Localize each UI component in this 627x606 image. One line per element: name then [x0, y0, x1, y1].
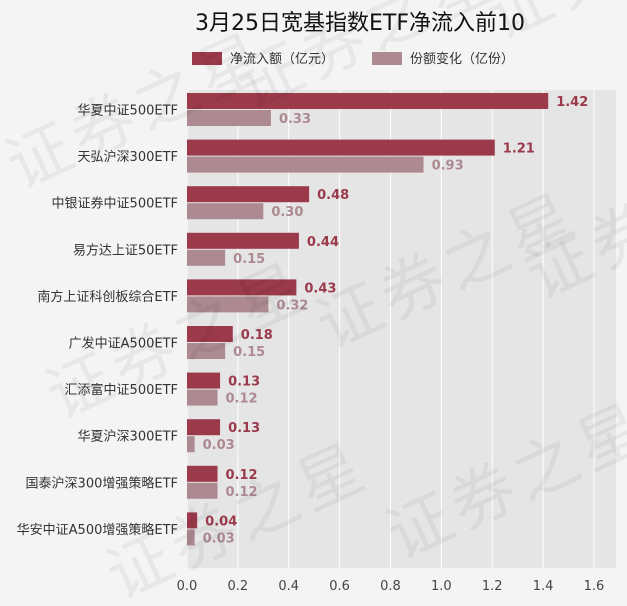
bar-share-change: [187, 156, 424, 173]
data-label-share-change: 0.12: [226, 392, 258, 407]
data-label-net-inflow: 0.04: [205, 514, 237, 529]
data-label-share-change: 0.93: [432, 159, 464, 174]
x-tick-label: 1.0: [431, 579, 452, 594]
bar-net-inflow: [187, 93, 549, 109]
bar-net-inflow: [187, 512, 198, 529]
bar-net-inflow: [187, 326, 233, 342]
bars: [187, 93, 549, 546]
category-label: 中银证券中证500ETF: [52, 196, 178, 212]
data-label-share-change: 0.30: [271, 205, 303, 220]
x-tick-label: 0.4: [278, 579, 299, 594]
x-tick-label: 0.2: [228, 579, 249, 594]
chart-title: 3月25日宽基指数ETF净流入前10: [195, 11, 525, 36]
bar-net-inflow: [187, 186, 310, 203]
data-label-net-inflow: 1.21: [503, 142, 535, 157]
bar-net-inflow: [187, 279, 297, 296]
legend-swatch-inflow: [192, 52, 222, 65]
bar-net-inflow: [187, 372, 221, 389]
data-label-net-inflow: 0.12: [226, 468, 258, 483]
data-label-share-change: 0.03: [203, 531, 235, 546]
x-axis-ticks: 0.0 0.2 0.4 0.6 0.8 1.0 1.2 1.4 1.6: [177, 579, 605, 594]
bar-share-change: [187, 343, 226, 359]
category-label: 华安中证A500增强策略ETF: [17, 522, 178, 538]
bar-share-change: [187, 482, 218, 499]
category-label: 天弘沪深300ETF: [78, 149, 178, 165]
bar-share-change: [187, 203, 264, 220]
bar-net-inflow: [187, 419, 221, 436]
category-label: 易方达上证50ETF: [73, 242, 178, 258]
legend-label-inflow: 净流入额（亿元）: [230, 52, 334, 67]
x-tick-label: 1.6: [584, 579, 605, 594]
category-label: 南方上证科创板综合ETF: [37, 289, 178, 305]
bar-net-inflow: [187, 465, 218, 482]
data-label-share-change: 0.15: [233, 345, 265, 360]
data-labels: 1.42 0.33 1.21 0.93 0.48 0.30 0.44 0.15 0.43 0.32…: [203, 95, 589, 546]
data-label-share-change: 0.15: [233, 252, 265, 267]
legend-label-share: 份额变化（亿份）: [410, 51, 514, 67]
data-label-share-change: 0.12: [226, 485, 258, 500]
bar-net-inflow: [187, 232, 299, 249]
x-tick-label: 1.4: [533, 579, 554, 594]
category-label: 华夏沪深300ETF: [78, 429, 178, 445]
data-label-net-inflow: 0.18: [241, 328, 273, 343]
x-tick-label: 0.6: [329, 579, 350, 594]
data-label-share-change: 0.33: [279, 112, 311, 127]
x-tick-label: 0.8: [380, 579, 401, 594]
bar-share-change: [187, 389, 218, 406]
bar-net-inflow: [187, 139, 495, 156]
data-label-net-inflow: 0.13: [228, 375, 260, 390]
legend: 净流入额（亿元） 份额变化（亿份）: [192, 51, 514, 67]
category-label: 广发中证A500ETF: [69, 336, 178, 352]
y-axis-labels: 华夏中证500ETF 天弘沪深300ETF 中银证券中证500ETF 易方达上证50E…: [17, 104, 178, 538]
category-label: 国泰沪深300增强策略ETF: [26, 475, 178, 491]
legend-swatch-share: [372, 52, 402, 65]
bar-share-change: [187, 436, 195, 453]
category-label: 汇添富中证500ETF: [65, 382, 178, 398]
bar-share-change: [187, 296, 269, 313]
data-label-net-inflow: 0.43: [304, 281, 336, 296]
data-label-net-inflow: 1.42: [556, 95, 588, 110]
bar-share-change: [187, 110, 271, 126]
data-label-share-change: 0.03: [203, 438, 235, 453]
x-tick-label: 0.0: [177, 579, 198, 594]
data-label-net-inflow: 0.44: [307, 235, 339, 250]
x-tick-label: 1.2: [482, 579, 503, 594]
category-label: 华夏中证500ETF: [78, 104, 178, 119]
data-label-net-inflow: 0.48: [317, 188, 349, 203]
data-label-net-inflow: 0.13: [228, 421, 260, 436]
bar-share-change: [187, 529, 195, 546]
data-label-share-change: 0.32: [276, 298, 308, 313]
bar-share-change: [187, 249, 226, 266]
